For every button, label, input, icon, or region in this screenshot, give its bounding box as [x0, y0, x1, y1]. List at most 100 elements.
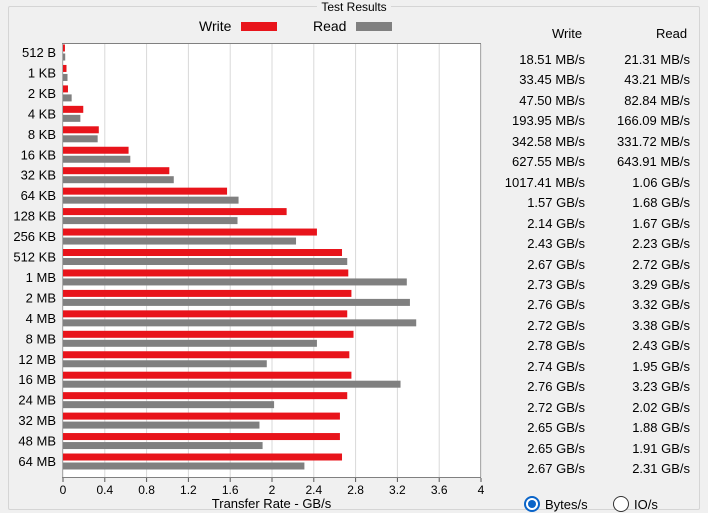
read-bar — [63, 53, 66, 61]
legend-write-label: Write — [199, 18, 232, 34]
write-value-cell: 2.67 GB/s — [527, 256, 585, 272]
read-column-header: Read — [656, 26, 688, 41]
category-label: 24 MB — [18, 393, 56, 408]
category-label: 1 KB — [28, 65, 56, 80]
write-value-cell: 1.57 GB/s — [527, 195, 585, 211]
write-bar — [63, 453, 343, 461]
write-value-cell: 33.45 MB/s — [519, 72, 585, 88]
x-tick-label: 2 — [269, 483, 276, 497]
read-value-cell: 1.88 GB/s — [632, 420, 690, 436]
category-label: 8 KB — [28, 127, 56, 142]
write-column-header: Write — [552, 26, 583, 41]
io-radio-button[interactable] — [613, 496, 629, 512]
category-label: 2 MB — [26, 290, 56, 305]
write-bar — [63, 167, 170, 175]
write-bar — [63, 330, 354, 338]
radio-selected-dot — [528, 500, 536, 508]
write-bar — [63, 126, 99, 134]
write-bar — [63, 412, 340, 420]
write-value-cell: 193.95 MB/s — [512, 113, 585, 129]
read-bar — [63, 339, 317, 347]
read-value-cell: 21.31 MB/s — [624, 52, 690, 67]
read-value-cell: 1.91 GB/s — [632, 440, 690, 456]
legend-write-swatch — [241, 22, 277, 31]
category-label: 48 MB — [18, 434, 56, 449]
read-bar — [63, 258, 348, 265]
x-tick-label: 2.8 — [347, 483, 364, 497]
category-label: 4 KB — [28, 106, 56, 121]
read-value-cell: 3.29 GB/s — [632, 276, 690, 292]
read-bar — [63, 73, 68, 81]
bytes-radio-label: Bytes/s — [545, 496, 588, 512]
read-bar — [63, 401, 275, 409]
x-tick-label: 4 — [478, 483, 485, 497]
read-bar — [63, 114, 81, 122]
read-bar — [63, 217, 238, 225]
category-label: 256 KB — [13, 229, 56, 244]
read-bar — [63, 421, 260, 429]
read-bar — [63, 196, 239, 204]
read-value-cell: 82.84 MB/s — [624, 92, 690, 108]
write-bar — [63, 208, 287, 216]
category-label: 512 KB — [13, 250, 56, 265]
read-value-cell: 1.06 GB/s — [632, 174, 690, 190]
write-value-cell: 2.72 GB/s — [527, 317, 585, 333]
x-tick-label: 1.6 — [222, 483, 239, 497]
read-bar — [63, 176, 174, 184]
legend-read-label: Read — [313, 18, 347, 34]
read-bar — [63, 278, 407, 286]
x-tick-label: 0 — [60, 483, 67, 497]
write-bar — [63, 228, 317, 236]
read-value-cell: 3.32 GB/s — [632, 297, 690, 313]
write-bar — [63, 392, 348, 400]
category-label: 128 KB — [13, 209, 56, 224]
x-tick-label: 3.2 — [389, 483, 406, 497]
x-tick-label: 1.2 — [180, 483, 197, 497]
io-radio-label: IO/s — [634, 496, 658, 512]
read-bar — [63, 360, 267, 368]
read-bar — [63, 155, 131, 163]
read-value-cell: 1.67 GB/s — [632, 215, 690, 231]
x-tick-label: 0.8 — [138, 483, 155, 497]
write-value-cell: 2.67 GB/s — [527, 461, 585, 476]
category-label: 1 MB — [26, 270, 56, 285]
group-title-text: Test Results — [317, 0, 391, 14]
read-value-cell: 1.68 GB/s — [632, 195, 690, 211]
x-tick-label: 3.6 — [431, 483, 448, 497]
read-bar — [63, 135, 98, 143]
group-title: Test Results — [0, 0, 708, 14]
write-bar — [63, 64, 67, 72]
bytes-radio-button[interactable] — [524, 496, 540, 512]
category-label: 512 B — [22, 45, 56, 60]
write-value-cell: 2.76 GB/s — [527, 379, 585, 395]
write-bar — [63, 44, 65, 52]
io-per-second-option[interactable]: IO/s — [613, 495, 658, 513]
read-value-cell: 2.23 GB/s — [632, 236, 690, 252]
write-bar — [63, 187, 228, 195]
write-bar — [63, 105, 84, 113]
write-value-cell: 342.58 MB/s — [512, 133, 585, 149]
read-bar — [63, 380, 401, 388]
read-value-cell: 2.72 GB/s — [632, 256, 690, 272]
x-tick-label: 0.4 — [96, 483, 113, 497]
read-bar — [63, 319, 417, 327]
write-bar — [63, 85, 68, 93]
category-label: 16 MB — [18, 372, 56, 387]
write-value-cell: 2.74 GB/s — [527, 358, 585, 374]
write-value-cell: 2.72 GB/s — [527, 399, 585, 415]
read-value-cell: 43.21 MB/s — [624, 72, 690, 88]
write-bar — [63, 146, 129, 154]
write-bar — [63, 289, 352, 297]
read-value-cell: 331.72 MB/s — [617, 133, 690, 149]
bytes-per-second-option[interactable]: Bytes/s — [524, 495, 588, 513]
x-axis-label: Transfer Rate - GB/s — [211, 496, 332, 511]
read-value-cell: 3.23 GB/s — [632, 379, 690, 395]
read-bar — [63, 442, 263, 450]
read-value-cell: 643.91 MB/s — [617, 154, 690, 170]
write-bar — [63, 351, 350, 359]
write-value-cell: 2.73 GB/s — [527, 276, 585, 292]
read-bar — [63, 94, 72, 102]
read-bar — [63, 298, 410, 306]
